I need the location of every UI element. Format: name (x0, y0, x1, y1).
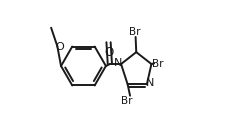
Text: Br: Br (152, 59, 164, 69)
Text: O: O (104, 46, 113, 58)
Text: Br: Br (129, 27, 141, 37)
Text: O: O (55, 42, 64, 52)
Text: N: N (146, 78, 154, 88)
Text: N: N (114, 58, 122, 68)
Text: Br: Br (121, 96, 132, 106)
